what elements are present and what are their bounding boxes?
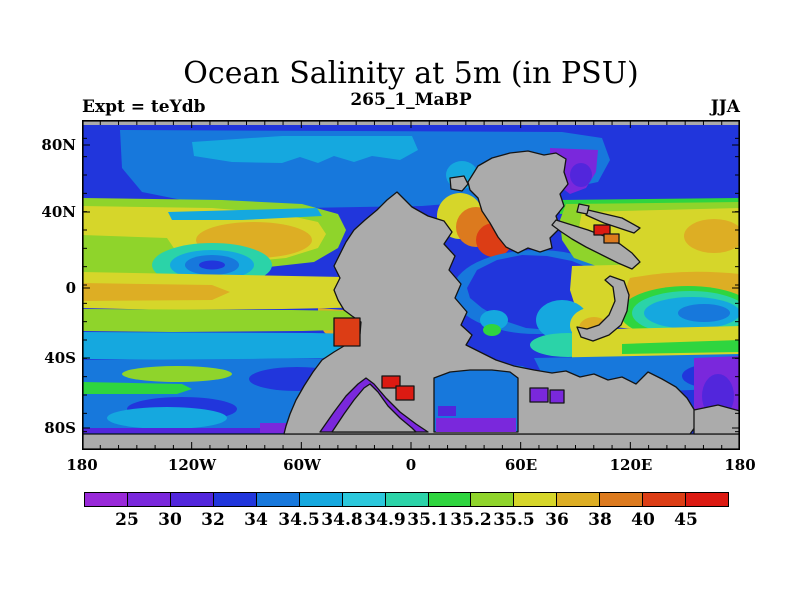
small-island-nw [449, 175, 469, 192]
colorbar-boundary-label: 34 [244, 510, 268, 530]
colorbar-segment [170, 492, 214, 507]
x-tick-label: 60W [283, 456, 321, 474]
hook-island [576, 275, 630, 342]
axis-ticks [82, 120, 740, 450]
colorbar-segment [428, 492, 472, 507]
colorbar-segment [557, 492, 601, 507]
colorbar [84, 492, 730, 507]
coastal-water-overlays [319, 224, 620, 433]
y-tick-label: 40S [44, 349, 76, 367]
x-tick-label: 120E [609, 456, 653, 474]
colorbar-segment [127, 492, 171, 507]
colorbar-boundary-label: 34.8 [321, 510, 363, 530]
y-tick-label: 80N [41, 136, 76, 154]
colorbar-boundary-label: 40 [631, 510, 655, 530]
colorbar-boundary-label: 25 [115, 510, 139, 530]
x-tick-label: 120W [167, 456, 217, 474]
colorbar-boundary-label: 34.9 [364, 510, 406, 530]
page-subtitle: 265_1_MaBP [350, 90, 472, 110]
thin-island-chain [585, 209, 641, 234]
colorbar-boundary-label: 36 [545, 510, 569, 530]
colorbar-segment [600, 492, 644, 507]
x-tick-label: 0 [405, 456, 417, 474]
y-tick-label: 0 [65, 279, 76, 297]
colorbar-segment [643, 492, 687, 507]
map-area [82, 120, 740, 450]
colorbar-segment [385, 492, 429, 507]
colorbar-segment [342, 492, 386, 507]
colorbar-boundary-label: 32 [201, 510, 225, 530]
colorbar-boundary-label: 35.2 [450, 510, 492, 530]
island-arc [551, 219, 641, 270]
x-tick-label: 180 [724, 456, 756, 474]
south-cone [331, 383, 417, 433]
colorbar-segment [299, 492, 343, 507]
colorbar-boundary-label: 38 [588, 510, 612, 530]
y-tick-label: 80S [44, 419, 76, 437]
colorbar-segment [213, 492, 257, 507]
colorbar-boundary-label: 35.1 [407, 510, 449, 530]
salinity-map [82, 120, 740, 450]
map-frame [82, 120, 740, 450]
colorbar-segment [256, 492, 300, 507]
small-island-ne [576, 203, 590, 215]
experiment-label: Expt = teYdb [82, 97, 206, 117]
colorbar-segment [84, 492, 128, 507]
y-tick-label: 40N [41, 203, 76, 221]
page-title: Ocean Salinity at 5m (in PSU) [183, 56, 639, 91]
inland-sea-1 [381, 375, 401, 389]
x-tick-label: 180 [66, 456, 98, 474]
west-coast-hypersaline [333, 317, 361, 347]
colorbar-segment [471, 492, 515, 507]
land-se-wedge [693, 404, 740, 435]
annotation-row: Expt = teYdb JJA [82, 97, 740, 117]
colorbar-segment [514, 492, 558, 507]
colorbar-labels: 25 30 32 34 34.5 34.8 34.9 35.1 35.2 35.5 36 38 40 45 [84, 510, 729, 532]
land-pangaea [283, 191, 699, 435]
colorbar-boundary-label: 35.5 [493, 510, 535, 530]
x-tick-label: 60E [504, 456, 538, 474]
colorbar-segment [686, 492, 730, 507]
season-label: JJA [710, 97, 740, 117]
colorbar-boundary-label: 30 [158, 510, 182, 530]
colorbar-boundary-label: 34.5 [278, 510, 320, 530]
colorbar-boundary-label: 45 [674, 510, 698, 530]
inland-sea-2 [395, 385, 415, 401]
